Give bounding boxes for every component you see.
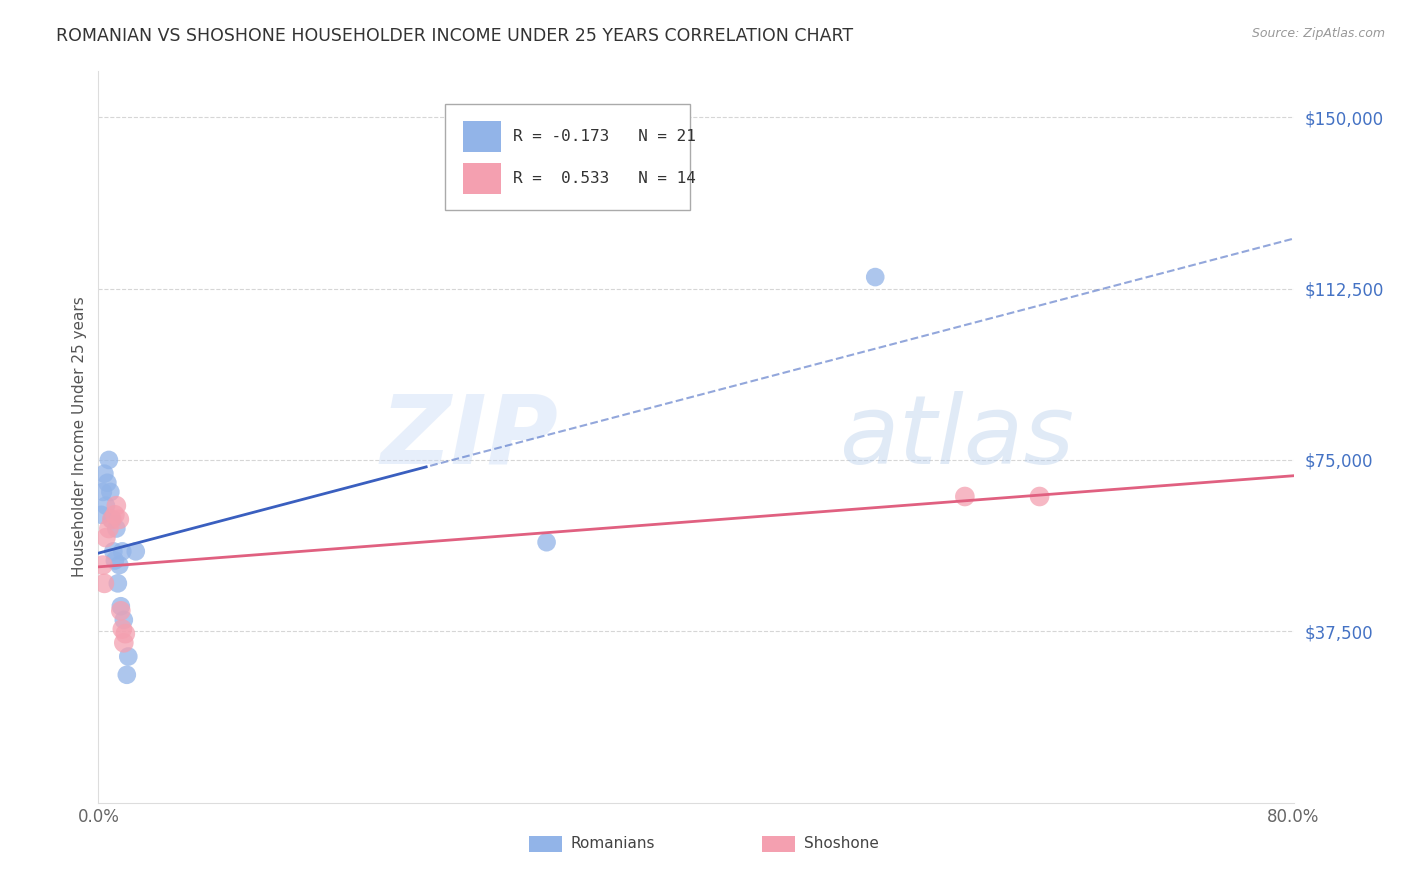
Point — [101, 512, 124, 526]
Point — [105, 499, 128, 513]
Point — [108, 512, 131, 526]
Point — [107, 576, 129, 591]
Text: Shoshone: Shoshone — [804, 837, 879, 851]
Text: R = -0.173   N = 21: R = -0.173 N = 21 — [513, 129, 696, 144]
Point — [111, 544, 134, 558]
Point — [108, 558, 131, 573]
Point — [110, 604, 132, 618]
Point — [91, 484, 114, 499]
Point — [111, 622, 134, 636]
Text: R =  0.533   N = 14: R = 0.533 N = 14 — [513, 170, 696, 186]
FancyBboxPatch shape — [529, 836, 562, 852]
Point — [97, 453, 120, 467]
Point — [117, 649, 139, 664]
Point — [110, 599, 132, 614]
Text: Romanians: Romanians — [571, 837, 655, 851]
Text: atlas: atlas — [839, 391, 1074, 483]
Point — [115, 667, 138, 681]
Point — [105, 521, 128, 535]
Point — [953, 490, 976, 504]
Point — [104, 553, 127, 567]
Point — [97, 521, 120, 535]
Point — [93, 467, 115, 481]
FancyBboxPatch shape — [446, 104, 690, 211]
Point — [90, 508, 112, 522]
Point — [865, 270, 887, 285]
Text: ZIP: ZIP — [381, 391, 558, 483]
FancyBboxPatch shape — [762, 836, 796, 852]
Point — [103, 544, 125, 558]
Point — [94, 531, 117, 545]
Y-axis label: Householder Income Under 25 years: Householder Income Under 25 years — [72, 297, 87, 577]
Point — [125, 544, 148, 558]
Text: Source: ZipAtlas.com: Source: ZipAtlas.com — [1251, 27, 1385, 40]
Point — [101, 512, 124, 526]
Point — [96, 475, 118, 490]
Point — [112, 636, 135, 650]
Point — [91, 558, 114, 573]
Point — [112, 613, 135, 627]
Text: ROMANIAN VS SHOSHONE HOUSEHOLDER INCOME UNDER 25 YEARS CORRELATION CHART: ROMANIAN VS SHOSHONE HOUSEHOLDER INCOME … — [56, 27, 853, 45]
Point — [94, 499, 117, 513]
Point — [98, 484, 122, 499]
Point — [536, 535, 558, 549]
FancyBboxPatch shape — [463, 121, 501, 152]
Point — [1028, 490, 1050, 504]
Point — [93, 576, 115, 591]
FancyBboxPatch shape — [463, 163, 501, 194]
Point — [114, 626, 136, 640]
Point — [104, 508, 127, 522]
